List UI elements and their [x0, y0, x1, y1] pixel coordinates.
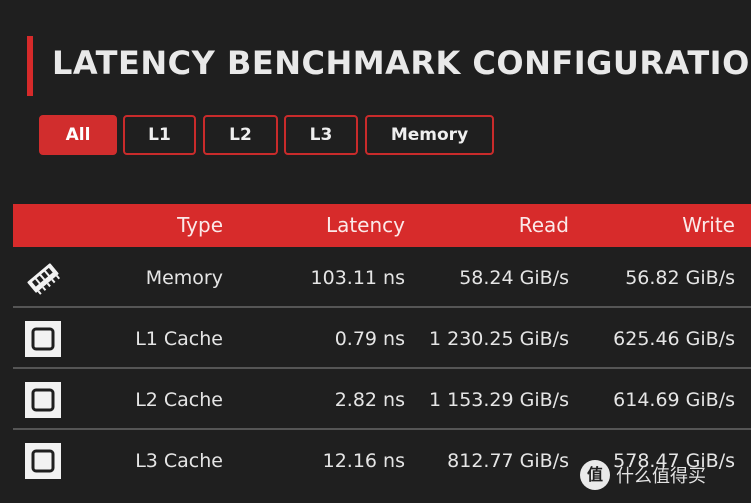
- cell-read: 812.77 GiB/s: [447, 450, 569, 472]
- cell-latency: 0.79 ns: [334, 328, 405, 350]
- column-header-write[interactable]: Write: [682, 213, 735, 237]
- cell-write: 625.46 GiB/s: [613, 328, 735, 350]
- cell-type: L3 Cache: [135, 450, 223, 472]
- watermark-logo: 值: [580, 460, 610, 490]
- cell-read: 1 153.29 GiB/s: [429, 389, 569, 411]
- cell-latency: 2.82 ns: [334, 389, 405, 411]
- filter-l2-button[interactable]: L2: [203, 115, 278, 155]
- cell-write: 578.47 GiB/s: [613, 450, 735, 472]
- filter-l1-button[interactable]: L1: [123, 115, 196, 155]
- filter-l3-button[interactable]: L3: [284, 115, 358, 155]
- cpu-chip-icon: [25, 321, 61, 357]
- column-header-latency[interactable]: Latency: [325, 213, 405, 237]
- cell-type: Memory: [145, 267, 223, 289]
- column-header-type[interactable]: Type: [177, 213, 223, 237]
- cell-read: 58.24 GiB/s: [459, 267, 569, 289]
- table-row[interactable]: L2 Cache 2.82 ns 1 153.29 GiB/s 614.69 G…: [13, 369, 751, 430]
- watermark-text: 什么值得买: [616, 466, 706, 487]
- cell-write: 614.69 GiB/s: [613, 389, 735, 411]
- title-accent-bar: [27, 36, 33, 96]
- cell-latency: 12.16 ns: [322, 450, 405, 472]
- benchmark-table: Type Latency Read Write Memory 103.11 ns…: [13, 204, 751, 489]
- table-row[interactable]: L1 Cache 0.79 ns 1 230.25 GiB/s 625.46 G…: [13, 308, 751, 369]
- page-title: LATENCY BENCHMARK CONFIGURATION: [52, 44, 751, 82]
- memory-module-icon: [27, 263, 61, 295]
- cpu-chip-icon: [25, 382, 61, 418]
- filter-all-button[interactable]: All: [39, 115, 117, 155]
- table-row[interactable]: L3 Cache 12.16 ns 812.77 GiB/s 578.47 Gi…: [13, 430, 751, 489]
- cpu-chip-icon: [25, 443, 61, 479]
- cell-type: L2 Cache: [135, 389, 223, 411]
- table-header: Type Latency Read Write: [13, 204, 751, 247]
- table-row[interactable]: Memory 103.11 ns 58.24 GiB/s 56.82 GiB/s: [13, 247, 751, 308]
- cell-write: 56.82 GiB/s: [625, 267, 735, 289]
- cell-latency: 103.11 ns: [310, 267, 405, 289]
- filter-memory-button[interactable]: Memory: [365, 115, 494, 155]
- watermark: 值 什么值得买: [580, 457, 706, 493]
- column-header-read[interactable]: Read: [518, 213, 569, 237]
- cell-type: L1 Cache: [135, 328, 223, 350]
- cell-read: 1 230.25 GiB/s: [429, 328, 569, 350]
